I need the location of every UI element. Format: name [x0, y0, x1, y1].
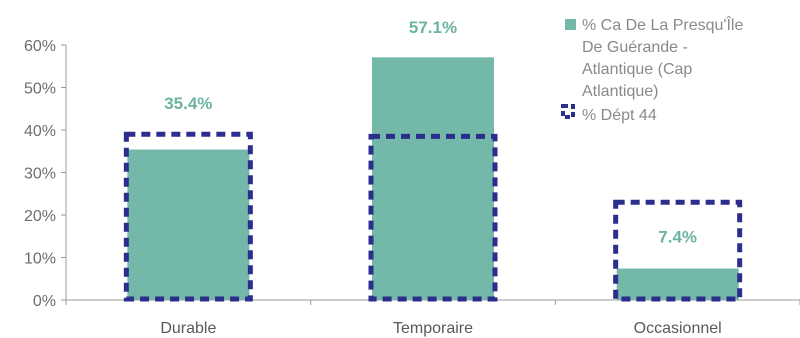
y-tick-label: 20%	[24, 208, 56, 225]
legend-label-dept-44: % Dépt 44	[582, 107, 657, 124]
legend: % Ca De La Presqu'Île De Guérande - Atlant…	[561, 15, 743, 124]
y-tick-label: 0%	[33, 293, 56, 310]
dept-outline-temporaire	[368, 133, 498, 302]
y-tick-label: 40%	[24, 123, 56, 140]
x-category-label: Durable	[160, 320, 216, 337]
legend-swatch-cap-atlantique	[565, 19, 576, 30]
legend-swatch-dept-44	[561, 104, 575, 119]
y-tick-label: 60%	[24, 38, 56, 55]
legend-label-cap-atlantique: Atlantique (Cap	[582, 61, 692, 78]
bar-occasionnel	[616, 268, 739, 300]
y-tick-label: 50%	[24, 81, 56, 98]
legend-label-cap-atlantique: Atlantique)	[582, 83, 659, 100]
x-category-label: Temporaire	[393, 320, 473, 337]
dept-outline-durable	[123, 131, 253, 302]
legend-label-cap-atlantique: % Ca De La Presqu'Île	[582, 15, 743, 34]
data-label-durable: 35.4%	[164, 94, 212, 113]
data-label-occasionnel: 7.4%	[658, 227, 697, 246]
bar-durable	[127, 149, 250, 300]
data-label-temporaire: 57.1%	[409, 18, 457, 37]
bar-temporaire	[372, 57, 494, 301]
dept-outline-occasionnel	[613, 199, 743, 302]
axes: 0% 10% 20% 30% 40% 50% 60% Durable Temporaire Occ…	[24, 38, 800, 337]
x-category-label: Occasionnel	[634, 320, 722, 337]
legend-label-cap-atlantique: De Guérande -	[582, 39, 688, 56]
data-labels: 35.4% 57.1% 7.4%	[164, 18, 697, 246]
y-tick-label: 10%	[24, 251, 56, 268]
bars	[127, 57, 739, 301]
dept-outlines	[123, 131, 743, 302]
y-tick-label: 30%	[24, 166, 56, 183]
